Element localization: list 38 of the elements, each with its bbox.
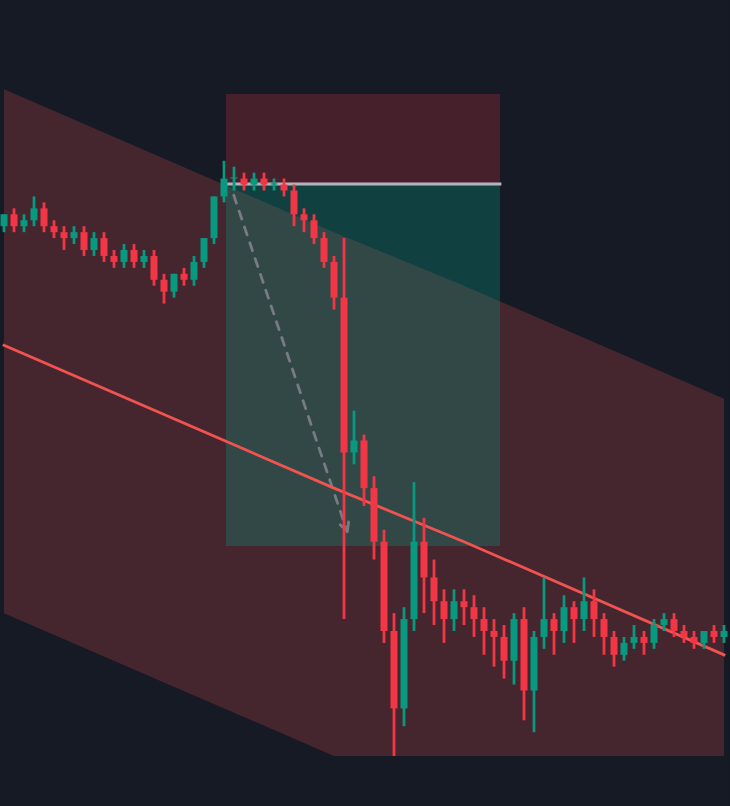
candlestick bbox=[30, 195, 38, 228]
candlestick bbox=[90, 230, 98, 258]
candlestick bbox=[330, 254, 338, 311]
candlestick bbox=[550, 611, 558, 657]
candlestick bbox=[160, 272, 168, 305]
candlestick bbox=[600, 611, 608, 657]
candlestick bbox=[450, 587, 458, 633]
candlestick bbox=[590, 587, 598, 639]
candlestick bbox=[190, 254, 198, 288]
candlestick bbox=[320, 230, 328, 270]
candlestick bbox=[610, 629, 618, 669]
candlestick bbox=[210, 195, 218, 246]
candlestick bbox=[440, 587, 448, 645]
candlestick bbox=[80, 224, 88, 258]
candlestick bbox=[650, 617, 658, 651]
candlestick bbox=[230, 165, 238, 192]
candlestick bbox=[100, 230, 108, 264]
candlestick bbox=[480, 605, 488, 657]
candlestick bbox=[310, 212, 318, 246]
candlestick bbox=[640, 629, 648, 657]
candlestick bbox=[540, 576, 548, 651]
candlestick bbox=[580, 576, 588, 633]
candlestick bbox=[120, 242, 128, 270]
candlestick bbox=[510, 611, 518, 686]
candlestick bbox=[630, 623, 638, 651]
candlestick bbox=[150, 248, 158, 288]
candlestick bbox=[60, 224, 68, 252]
candlestick bbox=[360, 433, 368, 508]
candlestick bbox=[40, 201, 48, 234]
candlestick bbox=[490, 617, 498, 669]
candlestick bbox=[200, 236, 208, 270]
candlestick bbox=[430, 558, 438, 627]
candlestick bbox=[10, 206, 18, 234]
candlestick bbox=[560, 593, 568, 645]
candlestick bbox=[130, 242, 138, 270]
candlestick bbox=[500, 623, 508, 680]
candlestick bbox=[460, 587, 468, 627]
candlestick bbox=[220, 159, 228, 204]
